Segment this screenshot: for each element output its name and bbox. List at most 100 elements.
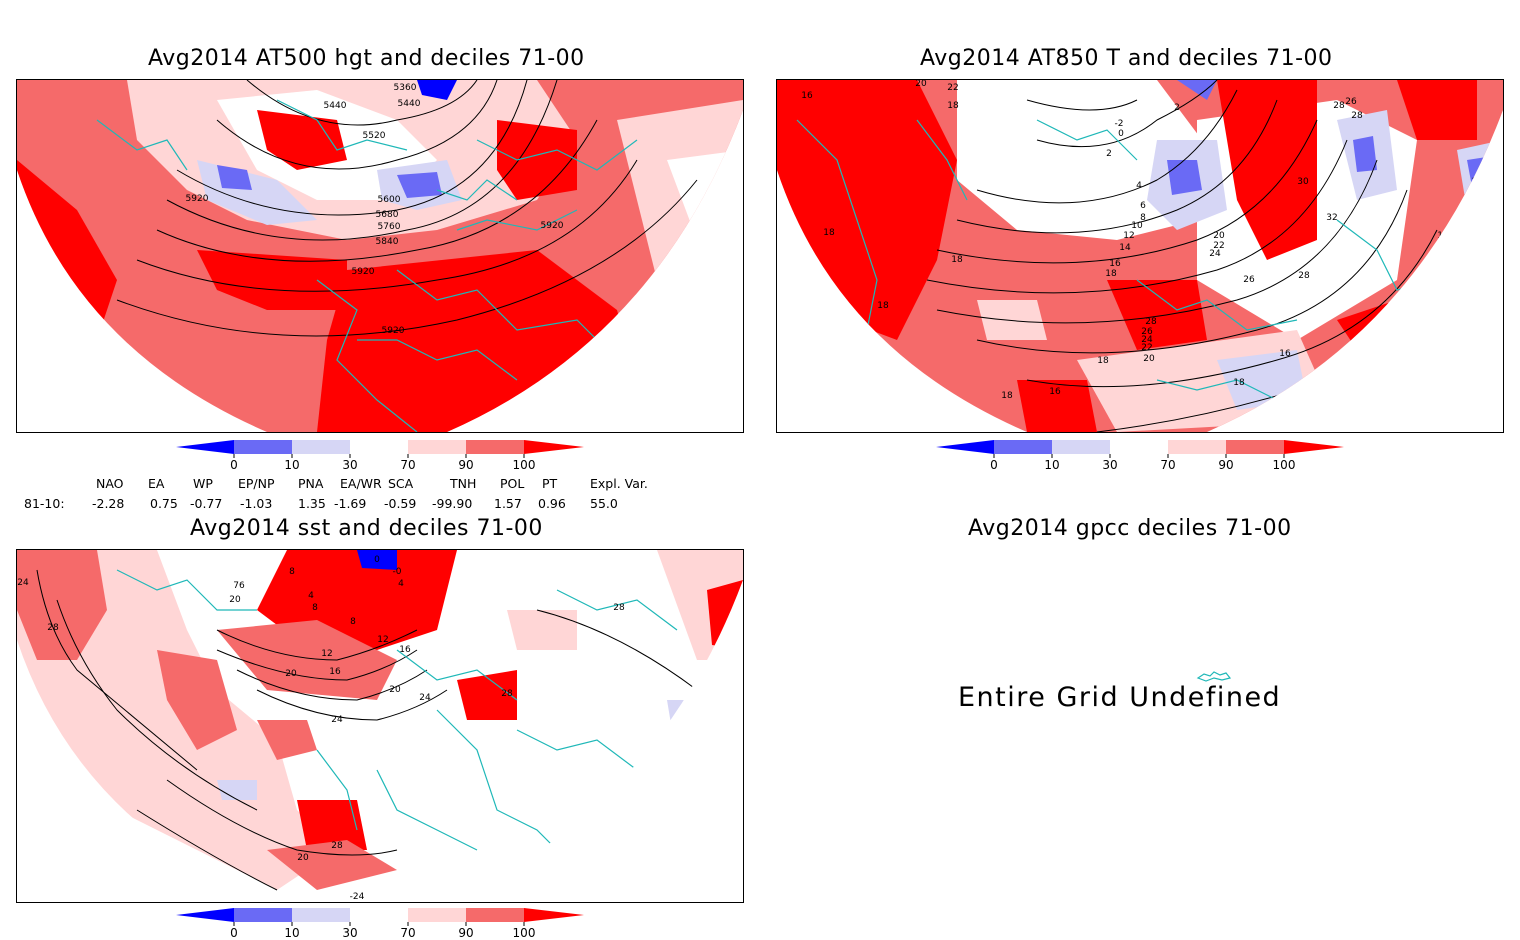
colorbar-segment	[176, 908, 234, 922]
index-header: Expl. Var.	[590, 476, 648, 491]
index-value: -99.90	[432, 496, 473, 511]
contour-label: 16	[329, 667, 341, 677]
index-header: POL	[500, 476, 525, 491]
contour-label: 28	[613, 603, 625, 613]
colorbar-tick-label: 10	[1044, 458, 1059, 472]
contour-label: 0	[1118, 129, 1124, 139]
contour-label: 22	[1141, 343, 1152, 353]
index-header: EA/WR	[340, 476, 382, 491]
colorbar-segment	[1168, 440, 1226, 454]
colorbar-segment	[1052, 440, 1110, 454]
contour-label: 2	[1174, 103, 1180, 113]
contour-label: 26	[1243, 275, 1255, 285]
contour-label: -0	[393, 567, 402, 577]
contour-label: 24	[419, 693, 431, 703]
map-panel-sst: 24 28 20 76 8 4 8 8 12 12 16 16 20 20 24…	[16, 549, 744, 903]
index-header: PNA	[298, 476, 324, 491]
index-value: -2.28	[92, 496, 125, 511]
contour-label: 5440	[324, 101, 347, 111]
index-value: 1.35	[298, 496, 326, 511]
contour-label: 18	[823, 228, 835, 238]
index-header: PT	[542, 476, 558, 491]
contour-label: 28	[501, 689, 513, 699]
contour-label: 28	[705, 675, 717, 685]
contour-label: 5920	[352, 267, 375, 277]
map-at500: 5360 5440 5440 5520 5600 5680 5760 5840 …	[17, 80, 743, 432]
contour-label: 18	[1001, 391, 1013, 401]
contour-label: -24	[350, 892, 365, 902]
colorbar-segment	[466, 440, 524, 454]
colorbar-tick-label: 30	[342, 458, 357, 472]
contour-label: 20	[1143, 354, 1155, 364]
contour-label: 20	[389, 685, 401, 695]
contour-label: 4	[398, 579, 404, 589]
colorbar-segment	[1284, 440, 1344, 454]
contour-label: 22	[947, 83, 958, 93]
contour-label: 28	[1298, 271, 1310, 281]
colorbar-at500: 0 10 30 70 90 100	[176, 440, 584, 472]
contour-label: 4	[308, 591, 314, 601]
contour-label: 20	[915, 80, 927, 89]
contour-label: 5920	[541, 221, 564, 231]
contour-label: 16	[1471, 177, 1483, 187]
colorbar-tick-label: 0	[230, 926, 238, 940]
contour-label: 8	[289, 567, 295, 577]
colorbar-tick-label: 10	[284, 926, 299, 940]
contour-label: 12	[377, 635, 388, 645]
colorbar-tick-label: 90	[1218, 458, 1233, 472]
colorbar-tick-label: 30	[342, 926, 357, 940]
index-value: 0.96	[538, 496, 566, 511]
colorbar-segment	[408, 440, 466, 454]
map-at850: 16 20 22 18 -2 0 2 2 4 6 8 10 12 14 16 1…	[777, 80, 1503, 432]
colorbar-tick-label: 100	[1273, 458, 1296, 472]
contour-label: 24	[1141, 335, 1153, 345]
map-sst: 24 28 20 76 8 4 8 8 12 12 16 16 20 20 24…	[17, 550, 743, 902]
index-header: WP	[193, 476, 213, 491]
index-value: 0.75	[150, 496, 178, 511]
index-value: -0.59	[384, 496, 417, 511]
contour-label: 5920	[382, 326, 405, 336]
contour-label: 76	[233, 581, 245, 591]
colorbar-segment	[524, 908, 584, 922]
contour-label: 28	[1333, 101, 1345, 111]
index-header: TNH	[450, 476, 477, 491]
teleconnection-index-table: NAO EA WP EP/NP PNA EA/WR SCA TNH POL PT…	[0, 474, 760, 514]
contour-label: 26	[1345, 97, 1357, 107]
contour-label: 18	[1233, 378, 1245, 388]
contour-label: 16	[1109, 259, 1121, 269]
colorbar-tick-label: 90	[458, 458, 473, 472]
map-panel-at500: 5360 5440 5440 5520 5600 5680 5760 5840 …	[16, 79, 744, 433]
contour-label: 26	[1141, 327, 1153, 337]
contour-label: 0	[374, 555, 380, 565]
contour-label: 24	[331, 715, 343, 725]
contour-label: 5680	[376, 210, 399, 220]
contour-label: 28	[331, 841, 343, 851]
panel-title-sst: Avg2014 sst and deciles 71-00	[190, 516, 543, 541]
contour-label: 16	[1049, 387, 1061, 397]
contour-label: 4	[1136, 181, 1142, 191]
colorbar-segment	[350, 908, 408, 922]
contour-label: 24	[17, 578, 29, 588]
index-value: 1.57	[494, 496, 522, 511]
contour-label: 16	[1279, 349, 1291, 359]
contour-label: 20	[1213, 231, 1225, 241]
contour-label: 8	[312, 603, 318, 613]
contour-label: 5920	[186, 194, 209, 204]
contour-label: 12	[321, 649, 332, 659]
colorbar-at850: 0 10 30 70 90 100	[936, 440, 1344, 472]
contour-label: 16	[1437, 231, 1449, 241]
contour-label: 5440	[398, 99, 421, 109]
index-header: EA	[148, 476, 165, 491]
colorbar-segment	[1110, 440, 1168, 454]
contour-label: 2	[1106, 149, 1112, 159]
contour-label: 28	[1145, 317, 1157, 327]
coastline-fragment	[1196, 671, 1232, 682]
colorbar-segment	[936, 440, 994, 454]
colorbar-tick-label: 0	[990, 458, 998, 472]
contour-label: 8	[1140, 213, 1146, 223]
colorbar-tick-label: 70	[1160, 458, 1175, 472]
undefined-grid-message: Entire Grid Undefined	[958, 682, 1282, 713]
colorbar-segment	[234, 440, 292, 454]
colorbar-segment	[350, 440, 408, 454]
contour-label: 24	[1209, 249, 1221, 259]
